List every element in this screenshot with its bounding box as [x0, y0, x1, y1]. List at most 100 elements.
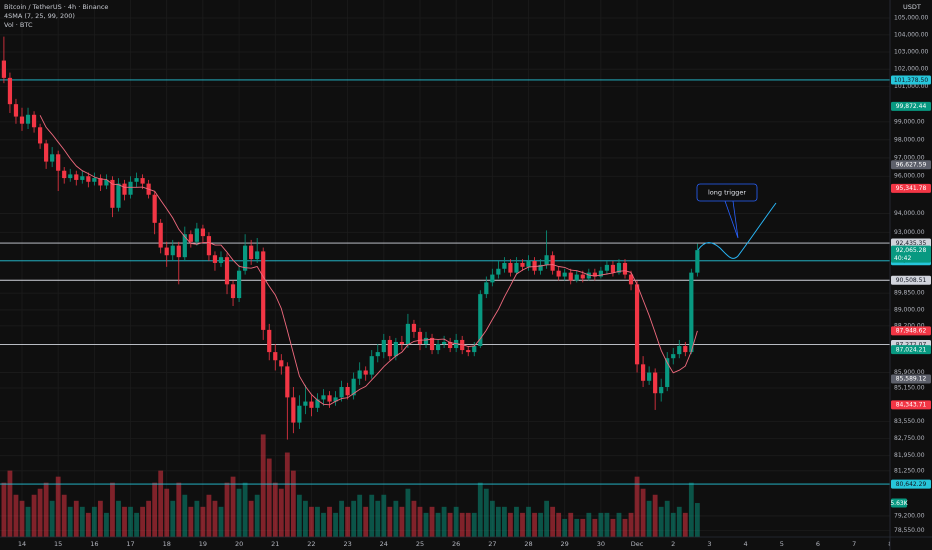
x-tick-label: 25 [416, 540, 424, 548]
candle-body [448, 341, 453, 349]
candle-body [514, 262, 519, 273]
candle-body [677, 346, 682, 355]
volume-bar [224, 482, 230, 537]
y-tick-label: 103,000.00 [894, 48, 929, 55]
y-tick-label: 89,850.00 [894, 290, 925, 297]
volume-bar [140, 506, 145, 537]
volume-bar [502, 506, 507, 537]
candle-body [598, 270, 603, 277]
x-tick-label: 18 [163, 540, 171, 548]
candle-body [375, 352, 380, 357]
volume-bar [13, 494, 19, 537]
candle-body [671, 354, 676, 359]
volume-bar [194, 500, 200, 537]
x-tick-label: 16 [90, 540, 98, 548]
volume-bar [628, 512, 634, 537]
volume-bar [459, 512, 465, 537]
volume-bar [37, 488, 43, 537]
volume-bar [405, 488, 411, 537]
y-tick-label: 102,000.00 [894, 66, 929, 73]
candle-body [230, 284, 236, 299]
volume-bar [526, 506, 531, 537]
volume-bar [25, 506, 31, 537]
volume-bar [483, 488, 489, 537]
price-tag-label: 80,642.29 [896, 481, 927, 488]
candle-body [496, 268, 501, 275]
x-tick-label: 29 [561, 540, 569, 548]
candle-body [1, 60, 7, 78]
volume-bar [73, 500, 79, 537]
y-tick-label: 89,000.00 [894, 306, 925, 313]
price-tag-label: 90,508.51 [896, 277, 927, 284]
volume-bar [296, 494, 302, 537]
candle-body [339, 386, 344, 398]
candle-body [683, 346, 688, 353]
y-tick-label: 99,000.00 [894, 118, 925, 125]
x-tick-label: 14 [18, 540, 26, 548]
volume-bar [441, 506, 447, 537]
x-tick-label: 4 [744, 540, 748, 548]
candle-body [134, 178, 139, 182]
candle-body [279, 360, 284, 367]
candle-body [466, 350, 471, 353]
candle-body [640, 364, 646, 381]
volume-bar [242, 482, 248, 537]
current-price-tag [891, 245, 931, 263]
candle-body [695, 250, 700, 273]
volume-bar [676, 506, 682, 537]
candle-body [182, 234, 187, 258]
candle-body [363, 370, 368, 375]
chart-title: Bitcoin / TetherUS · 4h · Binance [4, 3, 108, 11]
candle-body [411, 323, 417, 332]
volume-bar [604, 512, 610, 537]
candle-body [423, 337, 429, 344]
candle-body [80, 176, 85, 180]
volume-bar [357, 494, 363, 537]
candle-body [110, 179, 115, 208]
candle-body [387, 339, 392, 357]
candle-body [550, 255, 555, 271]
y-tick-label: 82,750.00 [894, 435, 925, 442]
volume-bar [562, 518, 568, 537]
candle-body [255, 251, 260, 260]
candle-body [98, 178, 103, 186]
candle-body [508, 262, 513, 273]
y-tick-label: 105,000.00 [894, 15, 929, 22]
volume-bar [206, 494, 212, 537]
price-tag-label: 96,627.59 [896, 162, 927, 169]
volume-bar [7, 470, 13, 537]
volume-bar [200, 506, 206, 537]
candle-body [303, 401, 308, 406]
volume-bar [381, 494, 387, 537]
volume-bar [610, 518, 616, 537]
candle-body [86, 176, 91, 182]
y-tick-label: 78,550.00 [894, 527, 925, 534]
x-tick-label: 23 [343, 540, 351, 548]
volume-bar [586, 512, 592, 537]
volume-bar [116, 500, 121, 537]
volume-bar [658, 506, 664, 537]
price-tag [891, 160, 931, 170]
candle-body [435, 343, 441, 351]
volume-bar [375, 500, 381, 537]
candle-body [158, 222, 163, 248]
candle-body [128, 181, 133, 195]
candle-body [285, 366, 290, 398]
x-tick-label: 27 [488, 540, 496, 548]
candle-body [176, 245, 181, 258]
volume-bar [592, 518, 598, 537]
current-price-label: 92,065.28 [896, 247, 927, 254]
currency-label: USDT [903, 3, 921, 11]
candle-body [236, 270, 242, 299]
volume-bar [248, 500, 254, 537]
volume-bar [664, 500, 670, 537]
volume-tag [891, 498, 907, 508]
volume-bar [333, 512, 338, 537]
x-tick-label: 15 [54, 540, 62, 548]
candle-body [261, 251, 266, 330]
candle-body [405, 323, 411, 344]
candle-body [68, 174, 73, 179]
volume-bar [423, 512, 429, 537]
price-tag [891, 326, 931, 336]
